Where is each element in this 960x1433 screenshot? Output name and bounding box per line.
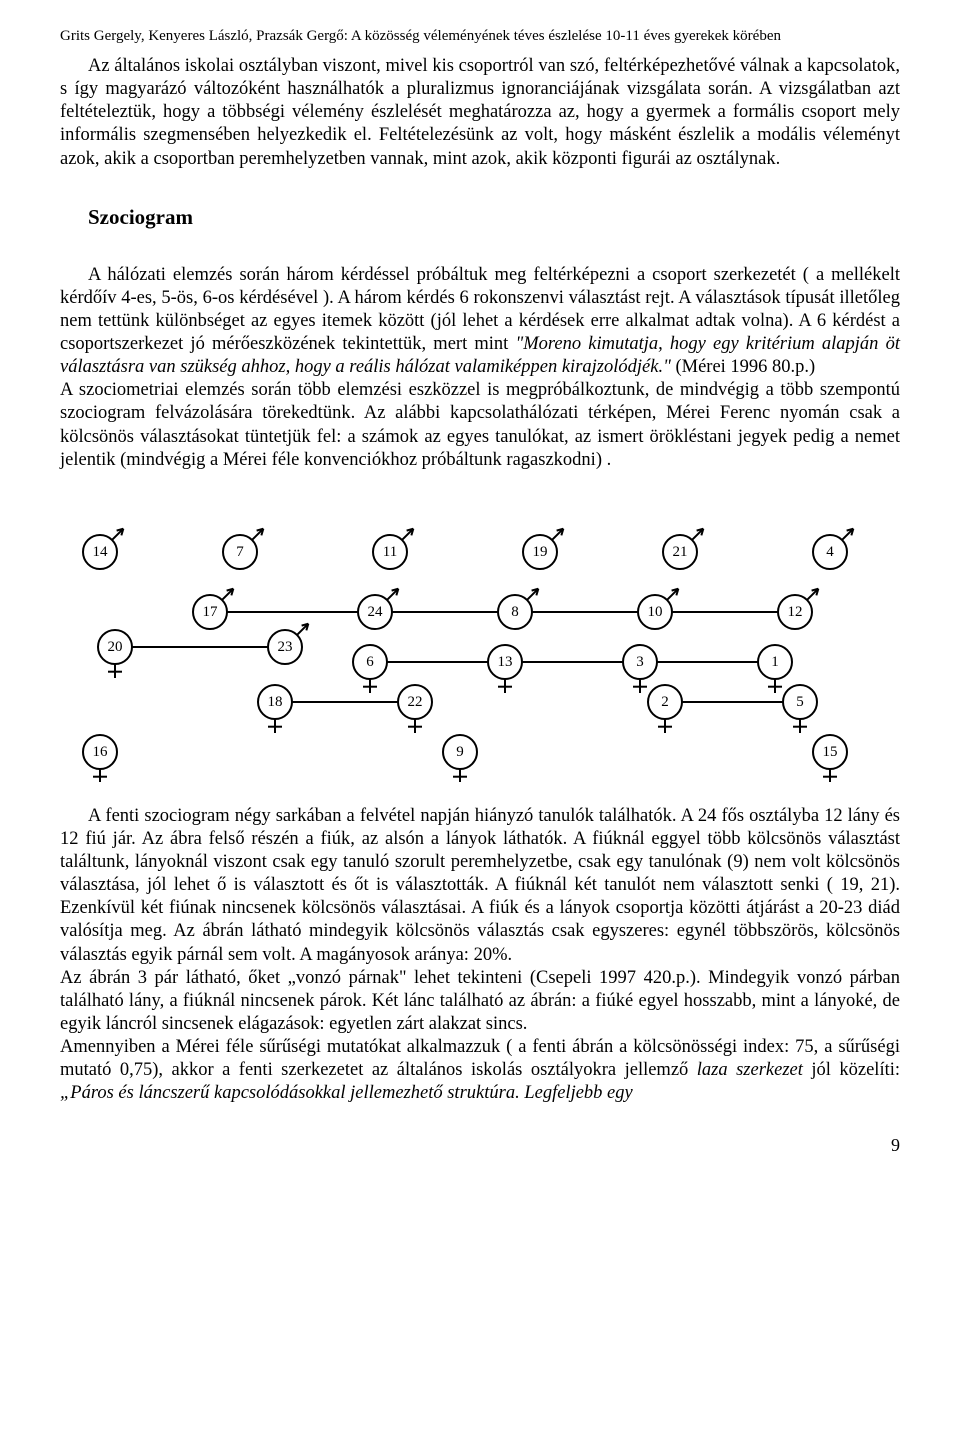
node-18: 18 (258, 685, 292, 733)
sociogram-svg: 147111921417248101220236133118222516915 (60, 502, 900, 782)
svg-text:22: 22 (408, 694, 423, 710)
svg-text:2: 2 (661, 694, 669, 710)
node-11: 11 (373, 528, 413, 568)
body-para-4: Az ábrán 3 pár látható, őket „vonzó párn… (60, 967, 900, 1036)
svg-text:11: 11 (383, 544, 397, 560)
node-4: 4 (813, 528, 853, 568)
svg-text:17: 17 (203, 604, 219, 620)
node-14: 14 (83, 528, 123, 568)
svg-text:19: 19 (533, 544, 548, 560)
node-21: 21 (663, 528, 703, 568)
svg-text:12: 12 (788, 604, 803, 620)
page-number: 9 (60, 1135, 900, 1156)
svg-text:10: 10 (648, 604, 663, 620)
node-12: 12 (778, 588, 818, 628)
node-15: 15 (813, 735, 847, 782)
node-19: 19 (523, 528, 563, 568)
node-23: 23 (268, 623, 308, 663)
node-10: 10 (638, 588, 678, 628)
svg-text:9: 9 (456, 744, 464, 760)
svg-text:15: 15 (823, 744, 838, 760)
svg-text:20: 20 (108, 639, 123, 655)
node-5: 5 (783, 685, 817, 733)
node-13: 13 (488, 645, 522, 693)
node-8: 8 (498, 588, 538, 628)
running-head: Grits Gergely, Kenyeres László, Prazsák … (60, 28, 900, 45)
svg-text:24: 24 (368, 604, 384, 620)
node-2: 2 (648, 685, 682, 733)
svg-text:7: 7 (236, 544, 244, 560)
node-22: 22 (398, 685, 432, 733)
node-1: 1 (758, 645, 792, 693)
svg-text:23: 23 (278, 639, 293, 655)
svg-text:21: 21 (673, 544, 688, 560)
node-6: 6 (353, 645, 387, 693)
body-para-3: A fenti szociogram négy sarkában a felvé… (60, 805, 900, 967)
node-17: 17 (193, 588, 233, 628)
node-3: 3 (623, 645, 657, 693)
body-para-2a: A hálózati elemzés során három kérdéssel… (60, 264, 900, 380)
svg-text:16: 16 (93, 744, 109, 760)
svg-text:14: 14 (93, 544, 109, 560)
sociogram-diagram: 147111921417248101220236133118222516915 (60, 502, 900, 787)
svg-text:13: 13 (498, 654, 513, 670)
svg-text:18: 18 (268, 694, 283, 710)
node-7: 7 (223, 528, 263, 568)
svg-text:8: 8 (511, 604, 519, 620)
node-16: 16 (83, 735, 117, 782)
body-para-5-text: Amennyiben a Mérei féle sűrűségi mutatók… (60, 1037, 900, 1103)
svg-text:1: 1 (771, 654, 779, 670)
body-para-5: Amennyiben a Mérei féle sűrűségi mutatók… (60, 1036, 900, 1105)
svg-text:5: 5 (796, 694, 804, 710)
node-20: 20 (98, 630, 132, 678)
svg-text:4: 4 (826, 544, 834, 560)
svg-text:3: 3 (636, 654, 644, 670)
node-24: 24 (358, 588, 398, 628)
body-para-2a-text: A hálózati elemzés során három kérdéssel… (60, 265, 900, 378)
body-para-2b: A szociometriai elemzés során több elemz… (60, 379, 900, 472)
section-title-szociogram: Szociogram (88, 205, 900, 230)
svg-text:6: 6 (366, 654, 374, 670)
node-9: 9 (443, 735, 477, 782)
intro-paragraph: Az általános iskolai osztályban viszont,… (60, 55, 900, 171)
